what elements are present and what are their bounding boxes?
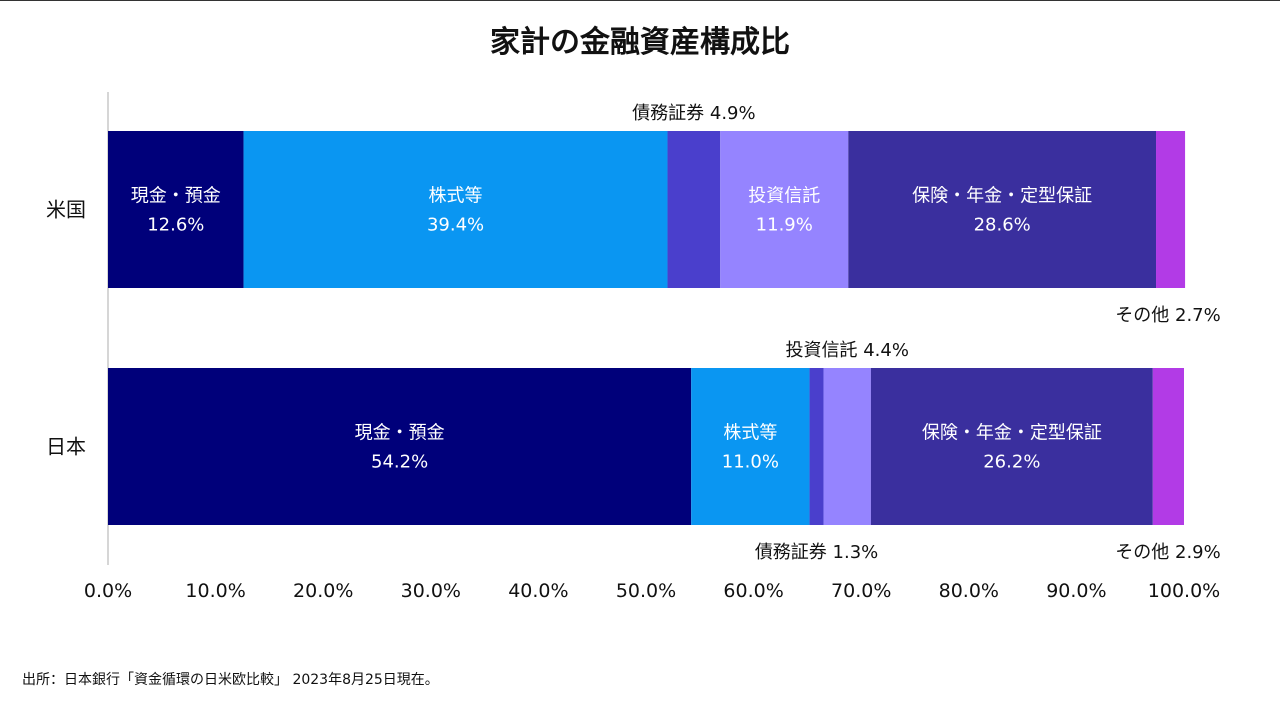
x-tick-label: 40.0%: [508, 580, 568, 602]
data-label: 株式等 39.4%: [427, 186, 484, 236]
x-tick-label: 0.0%: [84, 580, 132, 602]
category-label: 米国: [46, 198, 86, 222]
data-label: 投資信託 4.4%: [785, 340, 908, 361]
top-border: [0, 0, 1280, 1]
data-label: その他 2.7%: [1115, 305, 1220, 326]
category-label: 日本: [46, 435, 86, 459]
data-label: 保険・年金・定型保証 26.2%: [922, 423, 1102, 473]
source-note: 出所：日本銀行「資金循環の日米欧比較」 2023年8月25日現在。: [22, 672, 439, 688]
data-labels: 現金・預金 12.6% 株式等 39.4% 債務証券 4.9% 投資信託 11.9% 保険・年…: [131, 103, 1221, 563]
data-label: その他 2.9%: [1115, 542, 1220, 563]
bars-group: [108, 131, 1186, 525]
x-tick-label: 10.0%: [185, 580, 245, 602]
bar-segment: [870, 368, 1153, 525]
bar-segment: [823, 368, 871, 525]
bar-segment: [809, 368, 824, 525]
bar-segment: [691, 368, 810, 525]
x-tick-label: 70.0%: [831, 580, 891, 602]
x-tick-label: 60.0%: [723, 580, 783, 602]
data-label: 債務証券 1.3%: [755, 542, 878, 563]
data-label: 株式等 11.0%: [722, 423, 779, 473]
data-label: 債務証券 4.9%: [632, 103, 755, 124]
bar-segment: [1152, 368, 1184, 525]
x-tick-label: 80.0%: [939, 580, 999, 602]
bar-segment: [108, 368, 692, 525]
bar-segment: [108, 131, 244, 288]
bar-segment: [848, 131, 1157, 288]
x-tick-label: 90.0%: [1046, 580, 1106, 602]
x-tick-label: 50.0%: [616, 580, 676, 602]
data-label: 現金・預金 54.2%: [355, 423, 445, 473]
bar-segment: [1156, 131, 1186, 288]
data-label: 保険・年金・定型保証 28.6%: [912, 186, 1092, 236]
x-tick-label: 20.0%: [293, 580, 353, 602]
x-axis-ticks: 0.0% 10.0% 20.0% 30.0% 40.0% 50.0% 60.0% 70.0% 8…: [84, 580, 1220, 602]
data-label: 現金・預金 12.6%: [131, 186, 221, 236]
x-tick-label: 30.0%: [401, 580, 461, 602]
bar-segment: [243, 131, 668, 288]
data-label: 投資信託 11.9%: [748, 186, 820, 236]
x-tick-label: 100.0%: [1148, 580, 1220, 602]
chart-title: 家計の金融資産構成比: [490, 25, 790, 60]
bar-segment: [720, 131, 849, 288]
bar-segment: [667, 131, 721, 288]
